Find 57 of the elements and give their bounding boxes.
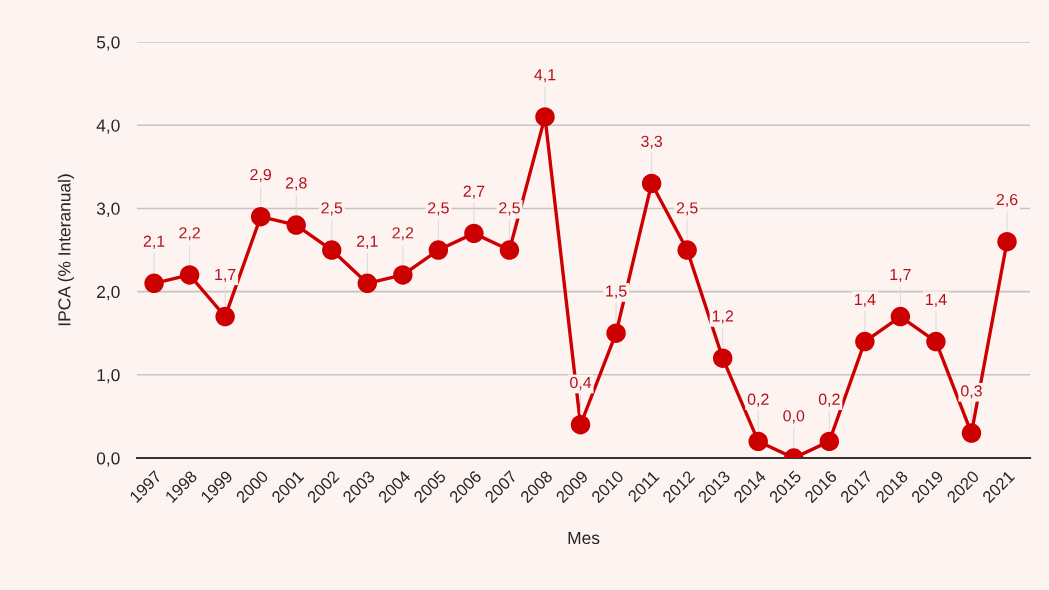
y-tick-label: 1,0 — [97, 368, 120, 384]
point — [464, 223, 484, 244]
data-label: 0,3 — [961, 385, 982, 399]
point — [997, 231, 1017, 252]
point — [712, 348, 733, 368]
data-label: 1,5 — [606, 285, 627, 299]
y-axis-title: IPCA (% Interanual) — [57, 174, 74, 326]
point — [286, 215, 306, 235]
point — [819, 431, 840, 452]
y-tick-label: 5,0 — [96, 36, 120, 51]
point — [926, 331, 946, 352]
data-label: 0,2 — [747, 393, 769, 407]
point — [855, 331, 875, 352]
data-label: 2,1 — [143, 235, 165, 249]
data-label: 1,4 — [926, 293, 947, 307]
data-label: 2,2 — [179, 227, 200, 241]
data-label: 2,1 — [357, 235, 378, 249]
data-label: 2,7 — [463, 185, 485, 199]
point — [641, 173, 662, 194]
point — [961, 423, 982, 443]
point — [393, 265, 413, 285]
data-label: 2,9 — [250, 168, 272, 183]
data-label: 3,3 — [641, 135, 663, 149]
point — [677, 240, 697, 260]
point — [250, 207, 271, 227]
data-label: 2,5 — [321, 202, 343, 216]
data-label: 2,5 — [428, 202, 449, 216]
point — [890, 306, 911, 327]
point — [322, 240, 342, 260]
point — [428, 240, 449, 260]
data-label: 1,2 — [712, 310, 733, 324]
data-label: 1,7 — [890, 268, 911, 282]
point — [144, 273, 164, 294]
point — [215, 306, 235, 327]
point — [570, 415, 591, 435]
data-label: 0,2 — [818, 393, 840, 407]
data-label: 1,4 — [854, 293, 876, 307]
data-label: 0,4 — [570, 376, 592, 391]
y-tick-label: 2,0 — [97, 285, 120, 301]
point — [179, 265, 200, 285]
point — [499, 240, 520, 260]
data-label: 2,2 — [392, 227, 414, 241]
data-label: 1,7 — [215, 268, 236, 282]
y-tick-label: 3,0 — [96, 202, 120, 217]
y-tick-label: 0,0 — [96, 452, 120, 467]
data-label: 2,6 — [996, 193, 1018, 208]
x-axis-title: Mes — [568, 531, 600, 545]
point — [748, 431, 768, 452]
point — [535, 107, 555, 127]
point — [606, 323, 626, 343]
point — [357, 273, 378, 294]
y-tick-label: 4,0 — [96, 119, 120, 134]
data-label: 0,0 — [783, 410, 805, 424]
data-label: 2,5 — [676, 202, 698, 216]
data-label: 4,1 — [534, 69, 556, 83]
data-label: 2,8 — [285, 177, 307, 191]
data-label: 2,5 — [499, 202, 520, 216]
